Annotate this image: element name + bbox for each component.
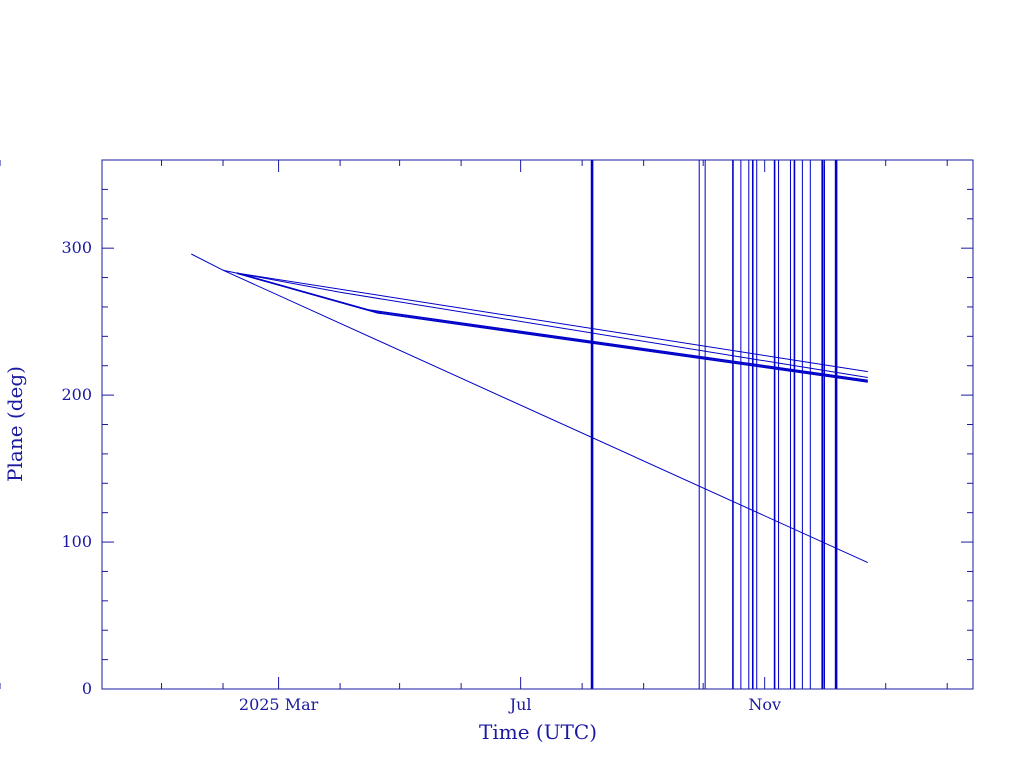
y-tick-label-0: 0 <box>82 679 92 698</box>
y-tick-label-100: 100 <box>61 532 92 551</box>
data-series <box>191 253 869 564</box>
y-tick-label-200: 200 <box>61 385 92 404</box>
vertical-marker-lines <box>590 160 838 689</box>
plot-frame <box>101 159 974 690</box>
x-axis-title: Time (UTC) <box>479 720 597 744</box>
series-line-5 <box>236 272 868 382</box>
axis-ticks <box>0 159 973 690</box>
series-line-2 <box>222 269 868 373</box>
series-line-1 <box>191 253 869 564</box>
tick-labels: 0 100 200 300 2025 Mar Jul Nov <box>61 238 781 714</box>
x-tick-label-2025-03-01: 2025 Mar <box>239 695 319 714</box>
y-tick-label-300: 300 <box>61 238 92 257</box>
x-tick-label-2025-07-01: Jul <box>508 695 532 714</box>
x-tick-label-2025-11-01: Nov <box>748 695 781 714</box>
y-axis-title: Plane (deg) <box>3 366 27 482</box>
series-line-4 <box>236 272 868 383</box>
series-line-3 <box>236 272 868 378</box>
